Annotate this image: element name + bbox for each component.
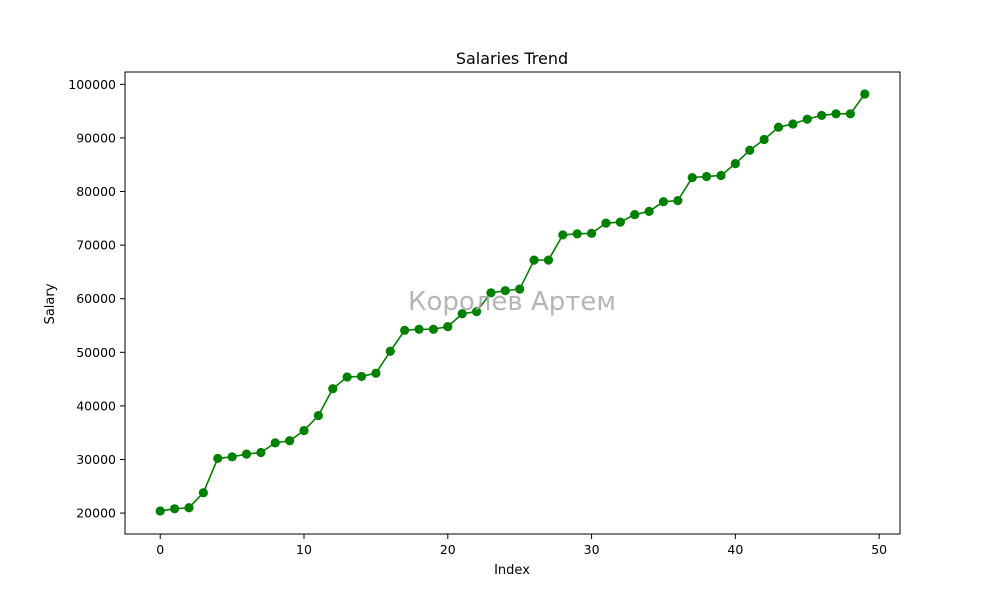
x-tick-label: 50 [871, 542, 887, 557]
y-tick-label: 40000 [76, 398, 116, 413]
plot-frame [124, 71, 901, 535]
x-tick-label: 0 [156, 542, 164, 557]
data-point [773, 122, 784, 132]
y-axis-ticks: 20000 30000 40000 50000 60000 70000 80000 90000… [68, 77, 125, 521]
data-point [486, 288, 496, 298]
x-axis-label: Index [494, 563, 530, 578]
data-point [428, 324, 439, 334]
y-tick-label: 50000 [76, 345, 116, 360]
x-tick-label: 40 [727, 542, 743, 557]
x-tick-label: 20 [440, 542, 456, 557]
data-point [831, 109, 841, 119]
y-tick-label: 100000 [68, 77, 116, 92]
data-point [817, 110, 827, 121]
data-point [658, 197, 669, 207]
data-point [299, 425, 309, 436]
data-point [356, 371, 367, 382]
data-point [184, 503, 194, 513]
data-point [213, 453, 223, 464]
data-point [500, 286, 510, 296]
data-point [371, 368, 381, 378]
chart-title: Salaries Trend [456, 49, 568, 68]
data-point [400, 325, 410, 335]
data-point [630, 209, 640, 220]
y-tick-label: 90000 [76, 130, 116, 145]
data-points [155, 89, 870, 516]
x-tick-label: 10 [296, 542, 312, 557]
data-point [155, 506, 165, 516]
data-point [471, 306, 482, 317]
data-point [745, 145, 755, 155]
data-point [443, 321, 453, 332]
data-point [227, 452, 237, 462]
data-point [457, 309, 467, 319]
data-point [730, 159, 740, 169]
data-point [414, 324, 424, 334]
data-point [529, 255, 539, 265]
data-point [673, 196, 683, 206]
data-point [285, 436, 295, 446]
data-point [198, 488, 208, 498]
data-point [515, 284, 525, 294]
data-point [802, 114, 812, 124]
data-point [687, 172, 697, 183]
data-point [716, 170, 726, 181]
data-point [256, 447, 266, 458]
watermark: Королев Артем [408, 287, 616, 317]
x-tick-label: 30 [584, 542, 600, 557]
data-point [313, 410, 323, 421]
data-point [615, 217, 625, 227]
data-point [241, 449, 252, 459]
data-point [385, 346, 395, 356]
data-point [328, 384, 338, 394]
data-point [702, 171, 712, 182]
data-point [558, 230, 568, 240]
data-point [601, 218, 611, 228]
data-point [860, 89, 870, 99]
y-tick-label: 30000 [76, 452, 116, 467]
x-axis-ticks: 0 10 20 30 40 50 [156, 534, 887, 557]
data-point [644, 206, 654, 216]
y-axis-label: Salary [43, 283, 58, 324]
data-point [845, 109, 855, 119]
data-point [170, 504, 180, 514]
y-tick-label: 80000 [76, 184, 116, 199]
data-point [543, 255, 554, 265]
y-tick-label: 20000 [76, 506, 116, 521]
y-tick-label: 60000 [76, 291, 116, 306]
data-point [572, 229, 582, 239]
data-point [342, 372, 352, 382]
data-point [788, 119, 798, 129]
y-tick-label: 70000 [76, 238, 116, 253]
data-point [759, 134, 769, 145]
data-point [270, 438, 280, 448]
data-point [586, 228, 597, 238]
